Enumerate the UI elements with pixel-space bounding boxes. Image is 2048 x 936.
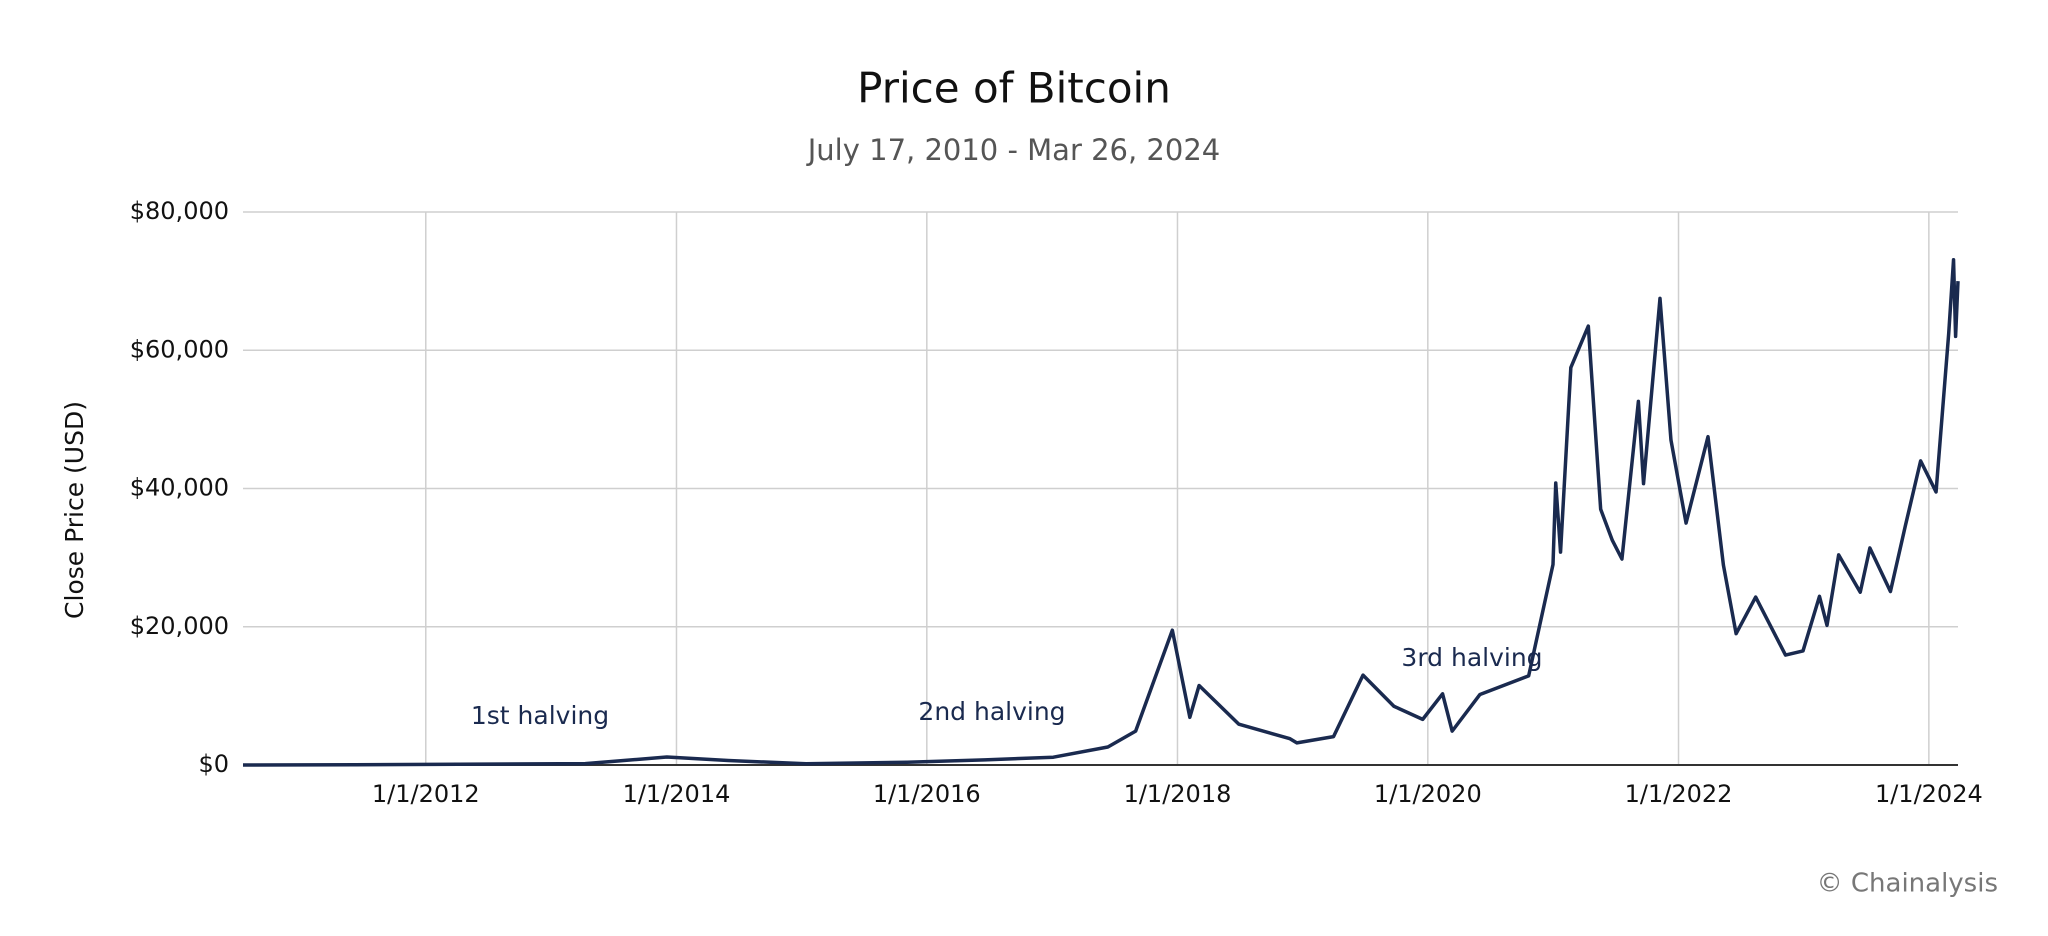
annotation: 2nd halving <box>918 697 1065 726</box>
x-tick-label: 1/1/2012 <box>372 780 480 808</box>
y-tick-label: $60,000 <box>130 335 229 363</box>
y-tick-label: $20,000 <box>130 612 229 640</box>
annotation: 3rd halving <box>1401 643 1542 672</box>
chart-subtitle: July 17, 2010 - Mar 26, 2024 <box>806 133 1221 167</box>
x-tick-label: 1/1/2024 <box>1875 780 1983 808</box>
x-tick-label: 1/1/2018 <box>1124 780 1232 808</box>
y-tick-label: $80,000 <box>130 197 229 225</box>
y-axis-label: Close Price (USD) <box>60 401 89 619</box>
x-tick-label: 1/1/2014 <box>623 780 731 808</box>
chart-title: Price of Bitcoin <box>857 64 1171 113</box>
annotation: 1st halving <box>471 701 609 730</box>
source: © Chainalysis <box>1817 869 1998 899</box>
x-tick-label: 1/1/2022 <box>1625 780 1733 808</box>
price-line <box>242 257 1960 767</box>
y-tick-label: $0 <box>198 750 229 778</box>
y-tick-label: $40,000 <box>130 474 229 502</box>
x-tick-label: 1/1/2016 <box>873 780 981 808</box>
x-tick-label: 1/1/2020 <box>1374 780 1482 808</box>
